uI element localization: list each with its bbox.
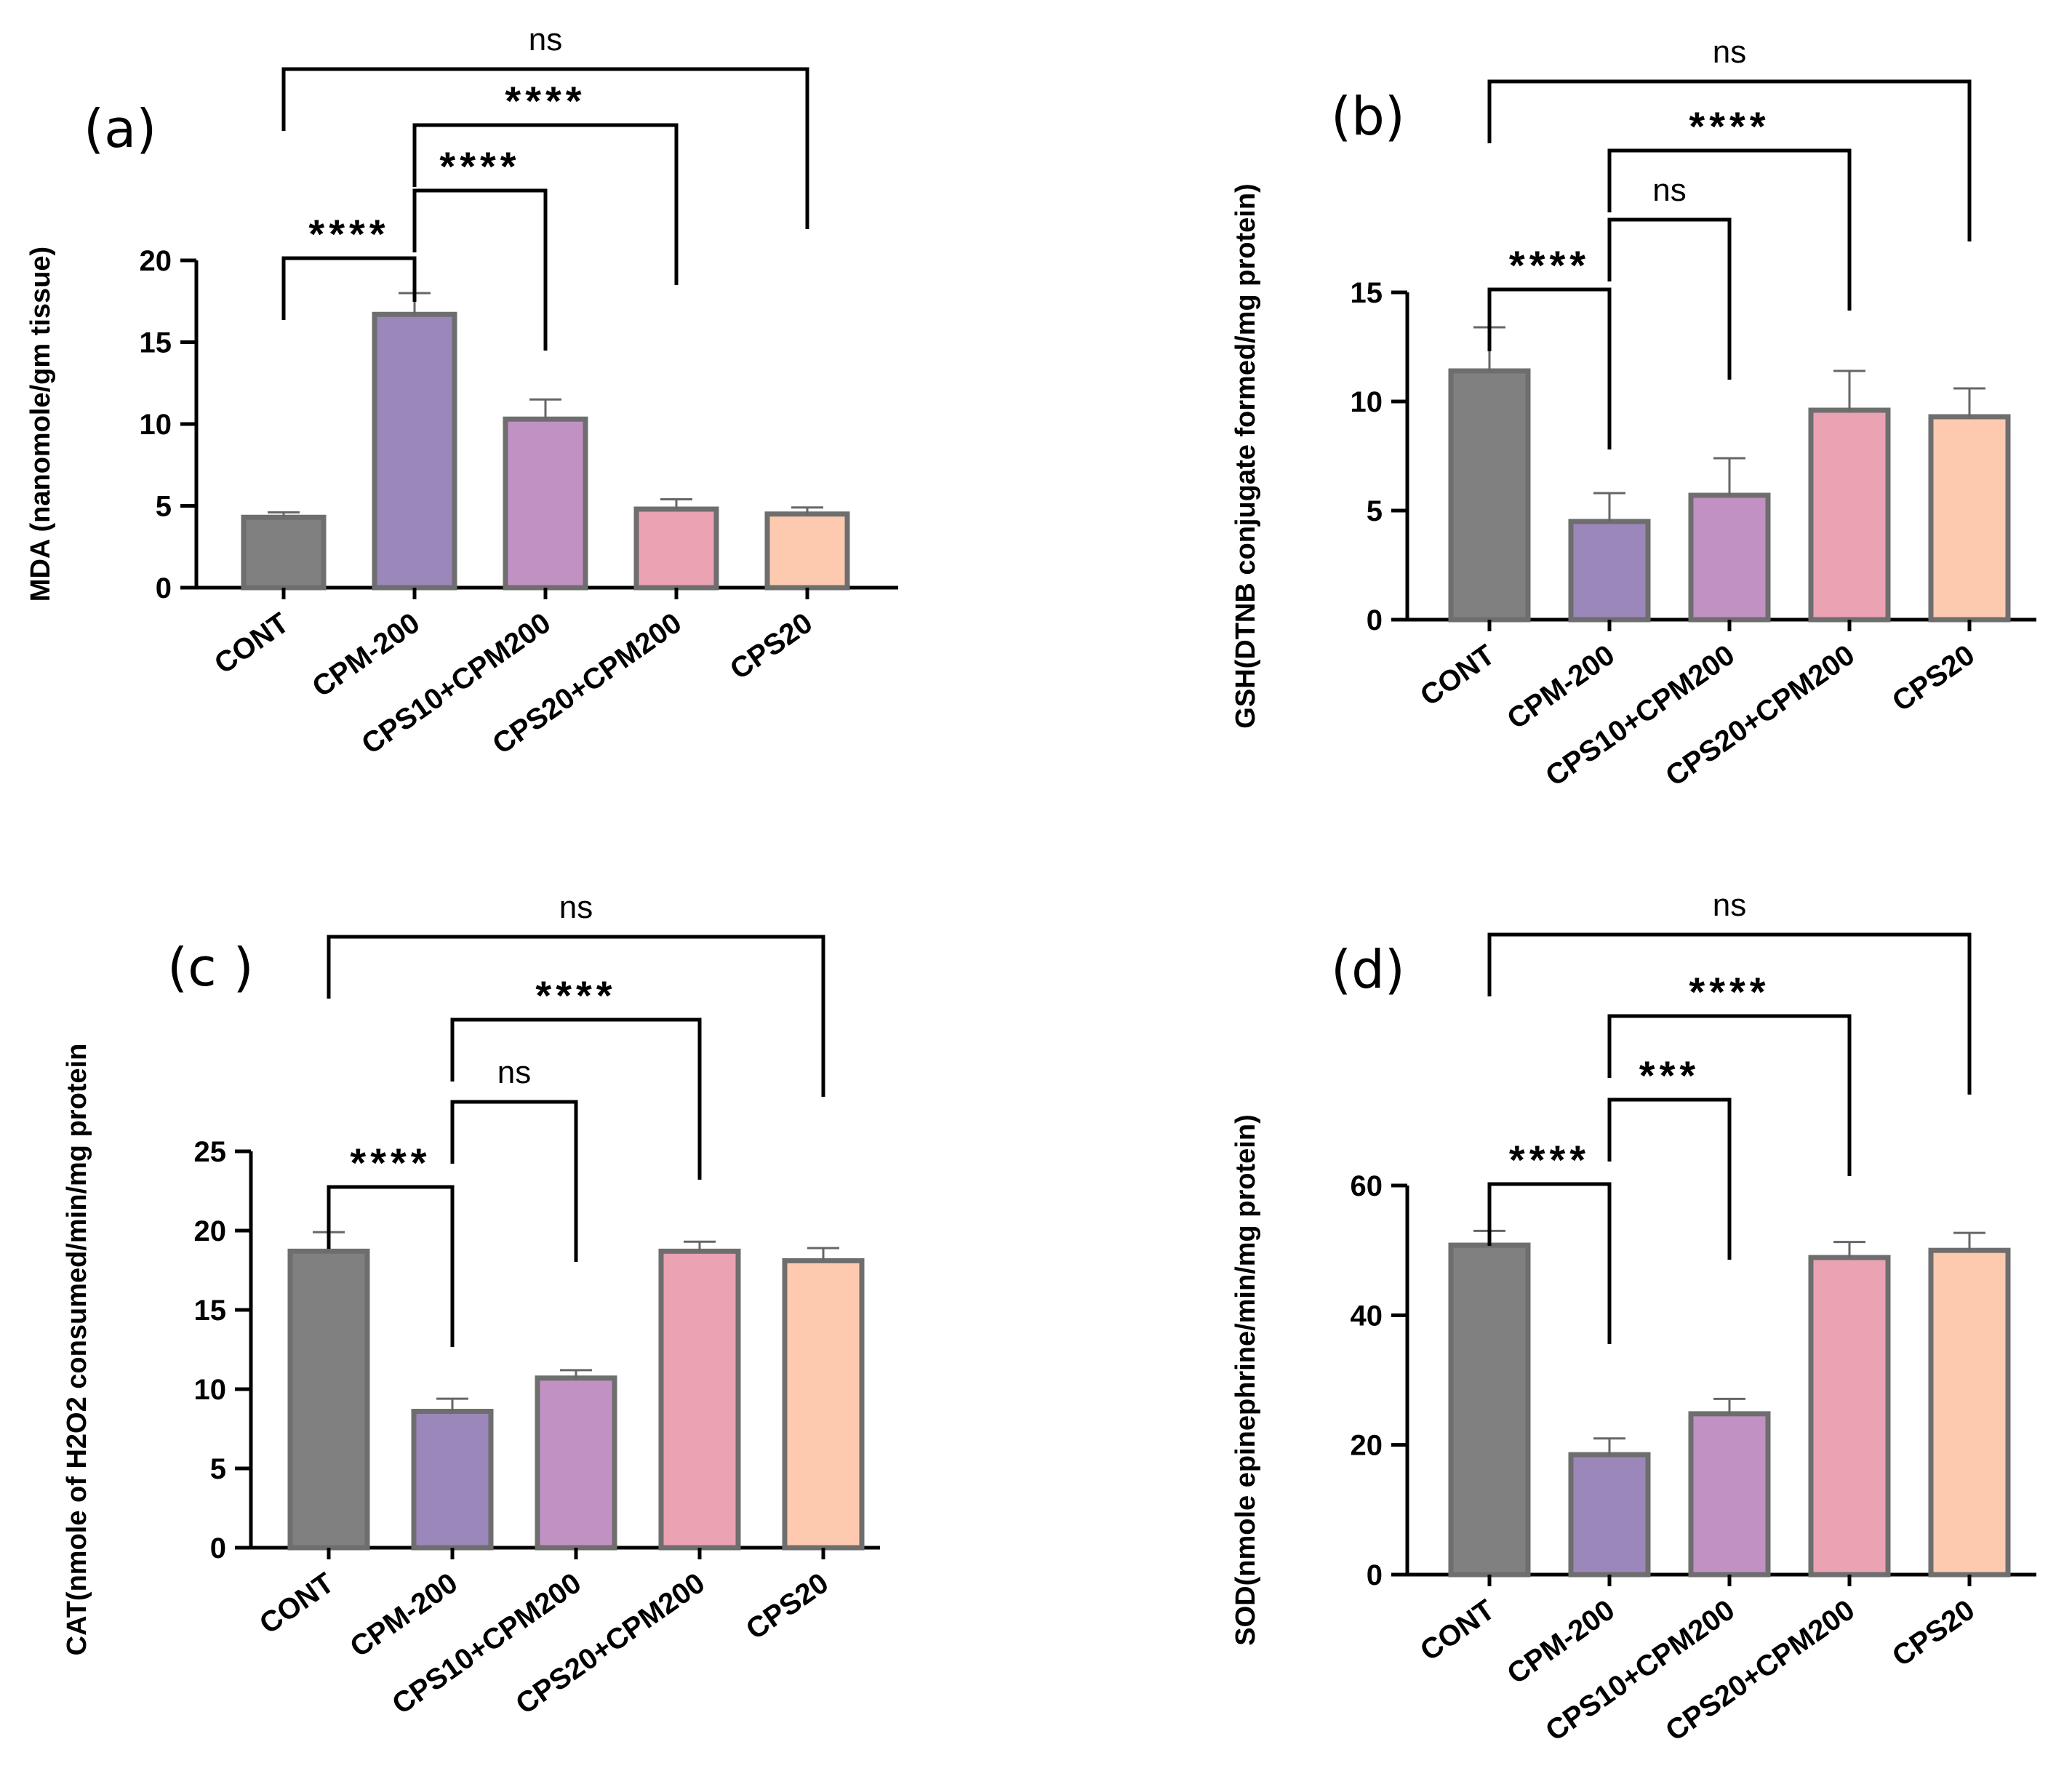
y-tick-label: 0 [210, 1532, 226, 1564]
bar-CPS10+CPM200 [503, 416, 588, 591]
significance-label: **** [1509, 242, 1590, 288]
significance-label: ns [497, 1055, 531, 1090]
y-tick-label: 15 [1351, 277, 1383, 309]
panel-label: (c ) [167, 937, 254, 998]
significance-bracket [1487, 932, 1972, 1095]
y-tick-label: 15 [194, 1295, 227, 1327]
y-tick-label: 5 [1367, 495, 1383, 527]
significance-bracket [1487, 287, 1612, 449]
x-category-label: CPS20 [740, 1567, 834, 1646]
bar-CPS20 [1928, 414, 2011, 623]
y-axis-label: GSH(DTNB conjugate formed/mg protein) [1231, 183, 1261, 728]
y-tick-label: 20 [140, 245, 172, 277]
x-category-label: CONT [254, 1567, 340, 1640]
significance-label: *** [1639, 1052, 1700, 1098]
bar-CPM-200 [1568, 519, 1651, 623]
panel-label: (b) [1331, 86, 1405, 147]
significance-bracket [450, 1100, 578, 1262]
bar-CPS20 [764, 511, 850, 591]
significance-bracket [281, 67, 809, 229]
y-axis-label: SOD(nmole epinephrine/min/mg protein) [1231, 1114, 1261, 1645]
y-tick-label: 5 [210, 1453, 226, 1485]
significance-bracket [1487, 1182, 1612, 1344]
y-tick-label: 0 [156, 572, 172, 604]
y-tick-label: 10 [140, 409, 172, 441]
significance-bracket [450, 1018, 702, 1180]
significance-label: **** [1689, 969, 1769, 1015]
y-tick-label: 5 [156, 491, 172, 523]
y-tick-label: 10 [194, 1374, 227, 1406]
significance-bracket [327, 1185, 455, 1347]
x-category-label: CPM-200 [1502, 1594, 1621, 1690]
y-tick-label: 25 [194, 1136, 227, 1168]
significance-label: **** [439, 143, 520, 189]
x-category-label: CPM-200 [345, 1567, 464, 1663]
significance-label: ns [529, 22, 562, 57]
chart-panel-c: (c ) CAT(nmole of H2O2 consumed/min/mg pr… [62, 890, 880, 1721]
bar-CONT [287, 1248, 370, 1551]
significance-bracket [281, 256, 417, 320]
significance-label: **** [1689, 103, 1769, 149]
y-tick-label: 10 [1351, 386, 1383, 418]
y-axis-label: CAT(nmole of H2O2 consumed/min/mg protei… [62, 1044, 92, 1656]
y-tick-label: 0 [1367, 1559, 1383, 1591]
bar-CONT [1448, 368, 1531, 623]
x-category-label: CPS20 [1887, 1594, 1980, 1673]
significance-label: **** [535, 972, 616, 1018]
significance-bracket [1607, 148, 1852, 311]
significance-bracket [1607, 1098, 1732, 1260]
significance-label: ns [1652, 172, 1686, 208]
significance-bracket [1607, 1014, 1852, 1176]
bar-CPS20+CPM200 [1808, 407, 1891, 623]
panel-label: (a) [84, 98, 156, 159]
significance-label: **** [505, 78, 585, 124]
y-tick-label: 20 [1351, 1430, 1383, 1462]
bar-CPM-200 [1568, 1452, 1651, 1578]
significance-bracket [412, 123, 679, 285]
bar-CPS20 [1928, 1247, 2011, 1578]
significance-label: **** [308, 211, 389, 257]
bar-CPS20 [782, 1258, 865, 1551]
bar-CPS20+CPM200 [658, 1248, 741, 1551]
significance-bracket [412, 188, 548, 351]
significance-label: ns [1713, 887, 1746, 923]
significance-bracket [1607, 217, 1732, 380]
y-tick-label: 20 [194, 1215, 227, 1247]
significance-label: **** [1509, 1137, 1590, 1183]
bar-CPM-200 [411, 1409, 494, 1551]
bar-CPS10+CPM200 [535, 1375, 617, 1551]
x-category-label: CONT [1415, 1594, 1500, 1667]
x-category-label: CPM-200 [1502, 639, 1621, 735]
bar-CPS20+CPM200 [633, 506, 719, 591]
bar-CPS10+CPM200 [1688, 492, 1771, 623]
y-tick-label: 60 [1351, 1170, 1383, 1202]
chart-panel-d: (d) SOD(nmole epinephrine/min/mg protein)… [1231, 887, 2036, 1748]
bar-CONT [1448, 1242, 1531, 1578]
y-tick-label: 40 [1351, 1300, 1383, 1332]
significance-label: **** [350, 1140, 431, 1186]
x-category-label: CPS20 [1887, 639, 1980, 718]
significance-label: ns [559, 890, 593, 925]
y-tick-label: 15 [140, 327, 172, 359]
x-category-label: CPS20 [724, 607, 818, 686]
x-category-label: CPM-200 [307, 607, 426, 703]
bar-CONT [241, 514, 327, 591]
x-category-label: CONT [1415, 639, 1500, 712]
bar-CPM-200 [372, 311, 457, 591]
bar-CPS10+CPM200 [1688, 1411, 1771, 1578]
bar-CPS20+CPM200 [1808, 1255, 1891, 1578]
significance-bracket [1487, 79, 1972, 241]
panel-label: (d) [1331, 939, 1405, 1000]
chart-panel-b: (b) GSH(DTNB conjugate formed/mg protein)… [1231, 34, 2036, 793]
x-category-label: CONT [209, 607, 295, 680]
y-axis-label: MDA (nanomole/gm tissue) [25, 247, 56, 601]
y-tick-label: 0 [1367, 604, 1383, 636]
significance-bracket [327, 935, 825, 1097]
significance-label: ns [1713, 34, 1746, 70]
